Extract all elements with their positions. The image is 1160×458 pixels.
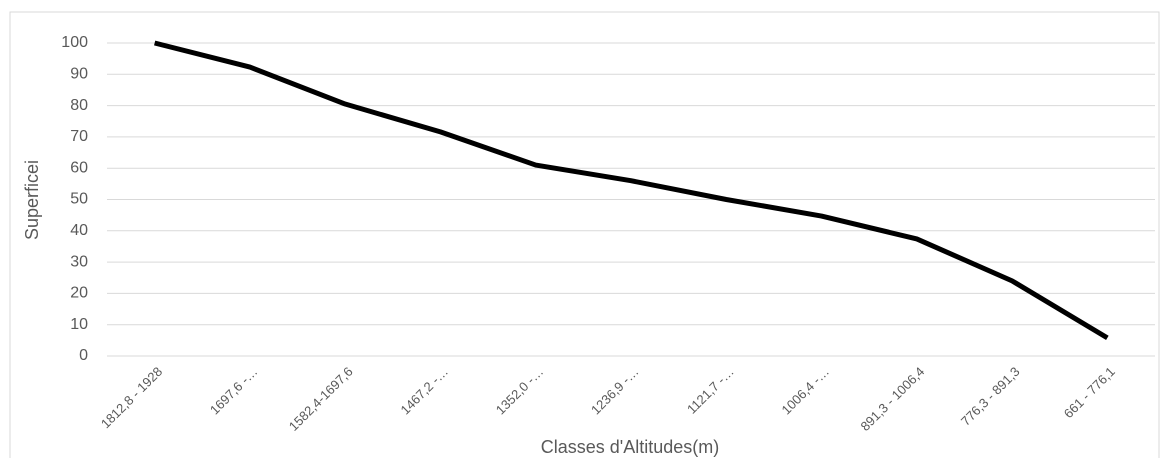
y-tick-label: 50	[70, 191, 88, 208]
x-tick-label: 776,3 - 891,3	[958, 364, 1023, 429]
y-tick-label: 60	[70, 159, 88, 176]
y-tick-label: 0	[79, 347, 88, 364]
x-tick-label: 1467,2 -…	[397, 364, 451, 418]
x-tick-label: 1121,7 -…	[684, 364, 737, 417]
y-axis-title: Superficei	[22, 160, 42, 240]
y-tick-label: 40	[70, 222, 88, 239]
x-tick-label: 1697,6 -…	[207, 364, 261, 418]
y-tick-label: 90	[70, 66, 88, 83]
x-tick-label: 1352,0 -…	[493, 364, 547, 418]
x-tick-label: 1582,4-1697,6	[286, 364, 356, 434]
y-tick-label: 20	[70, 285, 88, 302]
y-tick-label: 100	[61, 34, 88, 51]
y-tick-label: 70	[70, 128, 88, 145]
x-tick-label: 661 - 776,1	[1061, 364, 1118, 421]
x-tick-label: 1006,4 -…	[779, 364, 833, 418]
chart-frame	[9, 11, 1160, 458]
y-tick-label: 30	[70, 253, 88, 270]
y-tick-label: 10	[70, 316, 88, 333]
y-tick-label: 80	[70, 97, 88, 114]
x-tick-label: 1236,9 -…	[588, 364, 642, 418]
x-axis-title: Classes d'Altitudes(m)	[541, 437, 720, 457]
data-line	[154, 40, 1109, 340]
x-tick-label: 891,3 - 1006,4	[857, 364, 927, 434]
x-tick-label: 1812,8 - 1928	[98, 364, 165, 431]
